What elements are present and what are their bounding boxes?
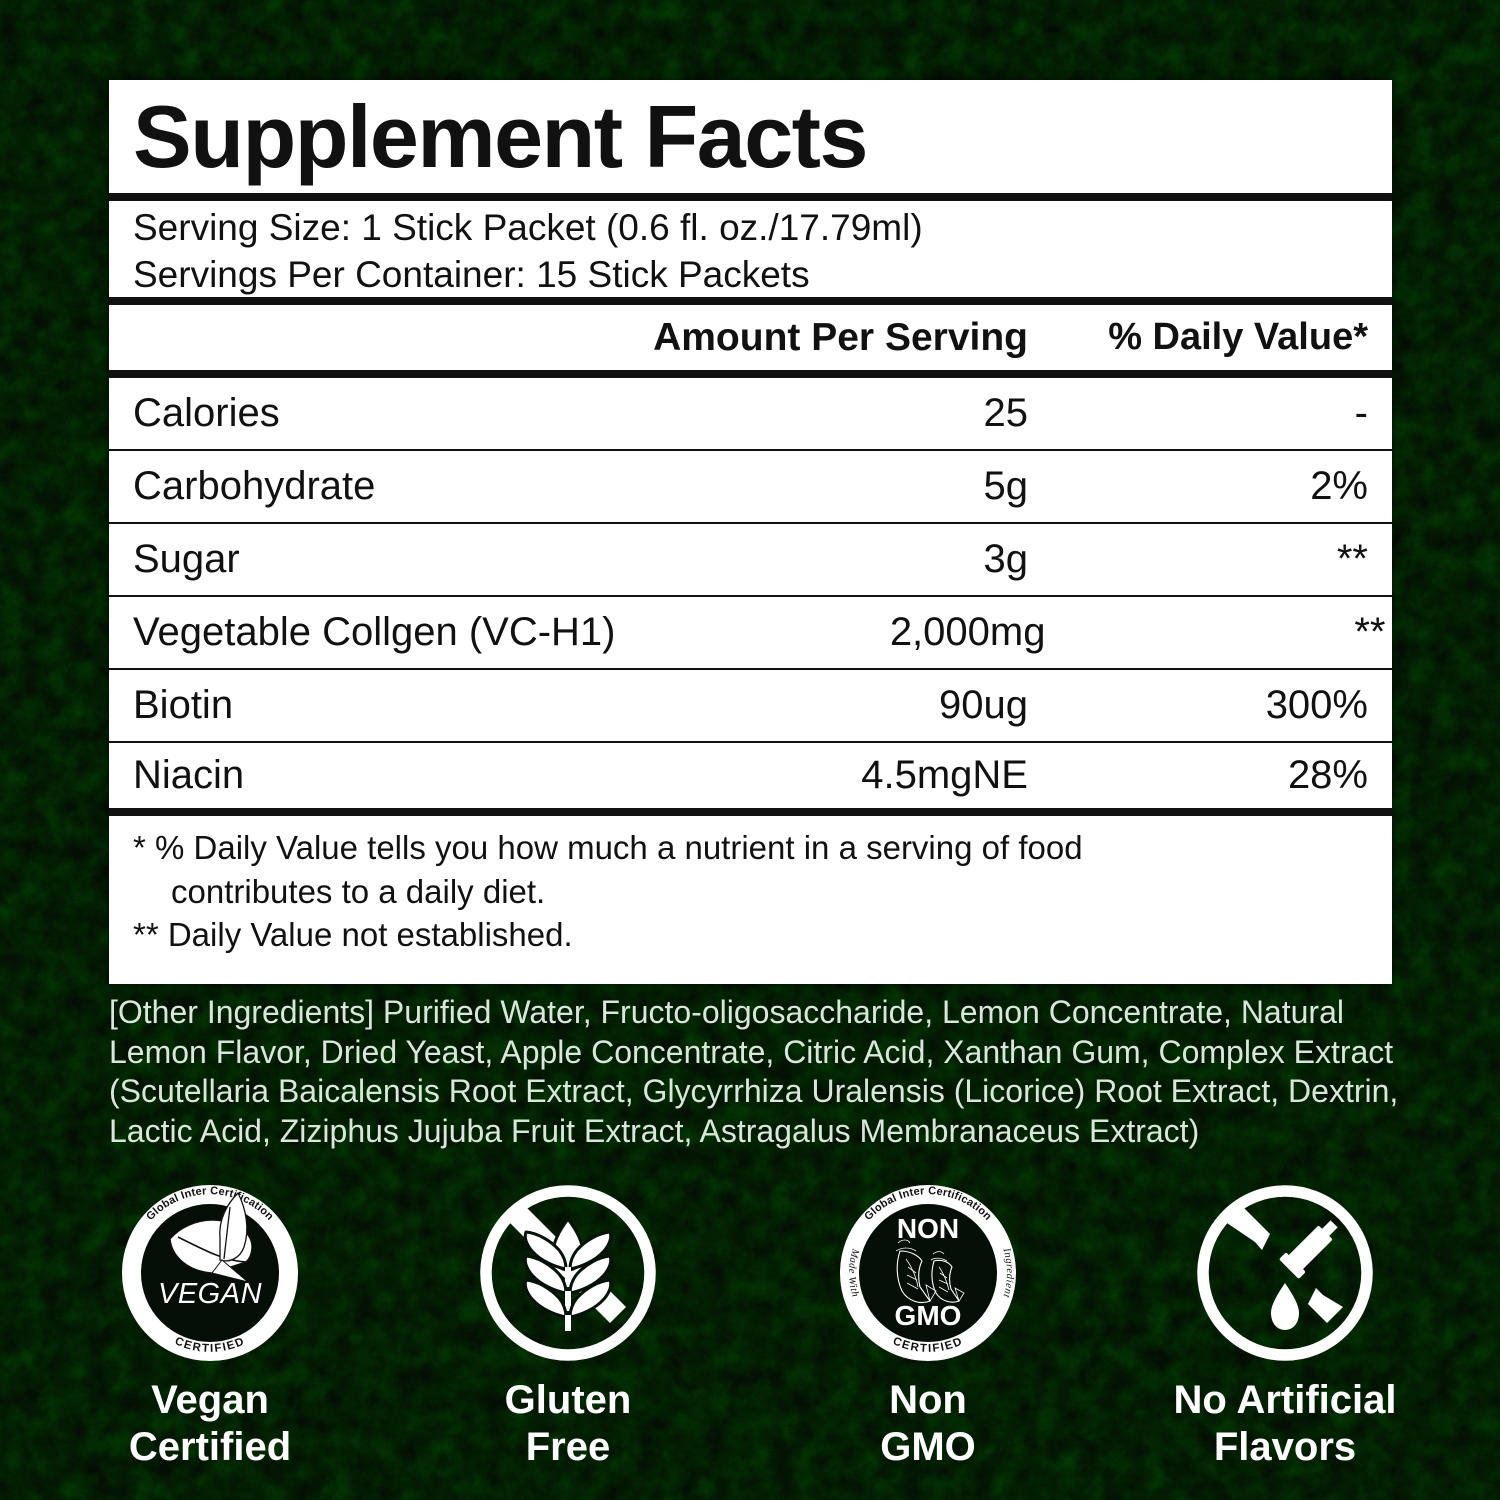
- svg-text:VEGAN: VEGAN: [158, 1278, 262, 1310]
- svg-text:NON: NON: [897, 1213, 959, 1244]
- svg-text:GMO: GMO: [895, 1300, 962, 1331]
